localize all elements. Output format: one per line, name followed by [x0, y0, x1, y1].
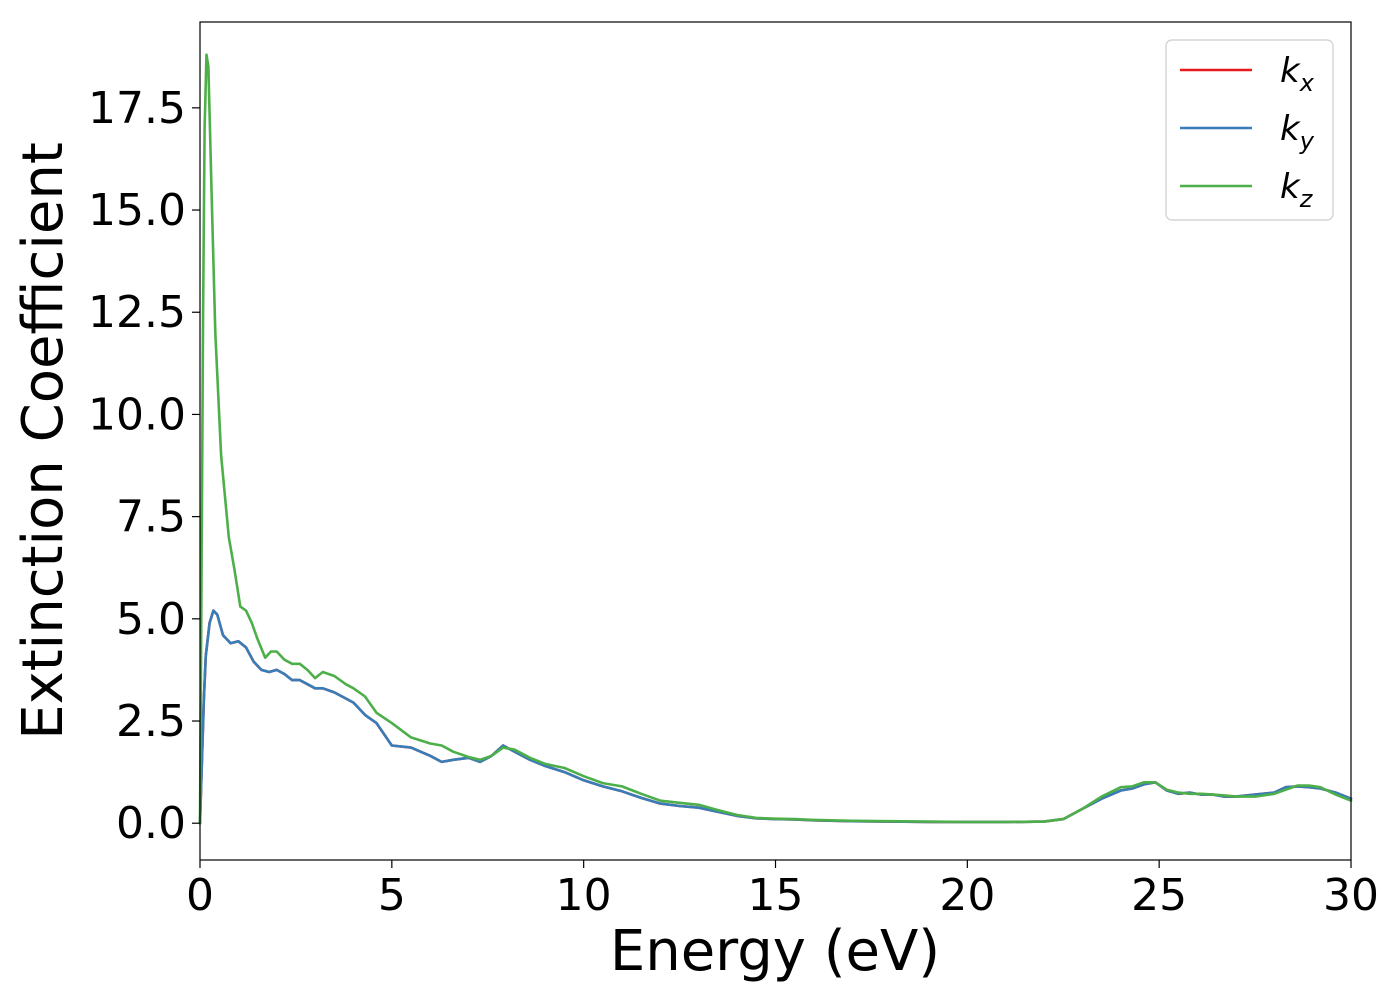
y-tick-label: 15.0 [88, 185, 186, 236]
x-tick-label: 10 [556, 870, 612, 921]
legend-label-subscript: z [1299, 185, 1314, 213]
x-tick-label: 25 [1131, 870, 1187, 921]
legend-box [1165, 39, 1334, 221]
y-axis-title: Extinction Coefficient [11, 142, 76, 740]
y-tick-label: 10.0 [88, 389, 186, 440]
y-tick-label: 12.5 [88, 287, 186, 338]
y-tick-label: 0.0 [116, 798, 186, 849]
x-tick-label: 20 [939, 870, 995, 921]
y-tick-label: 5.0 [116, 594, 186, 645]
x-axis: 0 5 10 15 20 25 30 [186, 860, 1379, 921]
series-layer [198, 53, 1353, 825]
legend-label: ky [1280, 109, 1315, 155]
x-axis-title: Energy (eV) [610, 919, 940, 984]
y-tick-label: 2.5 [116, 696, 186, 747]
x-tick-label: 15 [748, 870, 804, 921]
y-tick-label: 7.5 [116, 492, 186, 543]
x-tick-label: 0 [186, 870, 214, 921]
y-tick-label: 17.5 [88, 83, 186, 134]
x-tick-label: 5 [378, 870, 406, 921]
plot-area [200, 22, 1351, 860]
x-tick-label: 30 [1323, 870, 1379, 921]
legend-label-subscript: x [1299, 69, 1315, 97]
legend-label-subscript: y [1299, 127, 1315, 155]
series-line-kz [198, 53, 1353, 825]
y-axis: 0.0 2.5 5.0 7.5 10.0 12.5 15.0 17.5 [88, 83, 200, 849]
